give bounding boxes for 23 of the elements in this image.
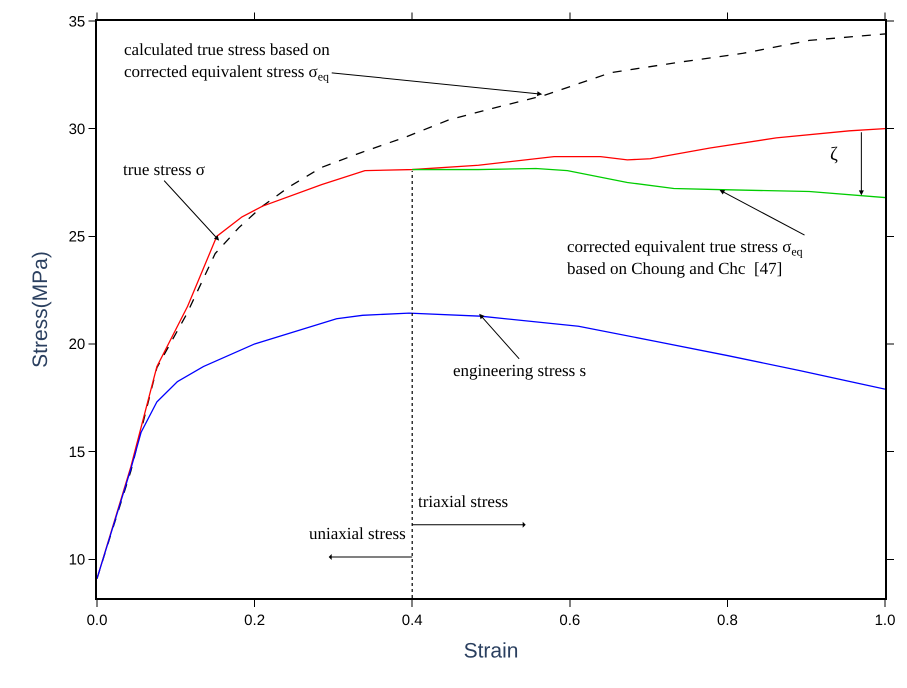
x-tick-label: 0.4 [402, 612, 423, 629]
line-series [412, 168, 885, 198]
x-tick-label: 0.0 [86, 612, 108, 629]
y-axis-title: Stress(MPa) [29, 251, 52, 368]
annotation: uniaxial stress [309, 524, 406, 543]
x-tick-label: 0.2 [244, 612, 266, 629]
x-axis-title: Strain [464, 639, 518, 662]
annotation: true stress σ [123, 160, 205, 179]
x-tick-label: 1.0 [874, 612, 896, 629]
y-tick-label: 10 [68, 552, 86, 568]
x-tick-label: 0.6 [559, 612, 580, 629]
annotation: ζ [830, 144, 838, 165]
y-tick-label: 15 [68, 444, 86, 461]
y-tick-label: 25 [68, 228, 86, 246]
x-tick-label: 0.8 [716, 612, 738, 629]
annotation: engineering stress s [453, 361, 586, 380]
annotation: corrected equivalent true stress σ$_{eq}$ based on Choung and Chc [47] [567, 237, 803, 278]
y-tick-label: 35 [68, 13, 86, 30]
line-series [97, 312, 885, 580]
y-tick-label: 20 [68, 336, 86, 354]
y-tick-label: 30 [68, 120, 86, 138]
annotation: triaxial stress [418, 492, 508, 511]
annotation: calculated true stress based on corrected equivalent stress σ$_{eq}$ [124, 40, 330, 84]
